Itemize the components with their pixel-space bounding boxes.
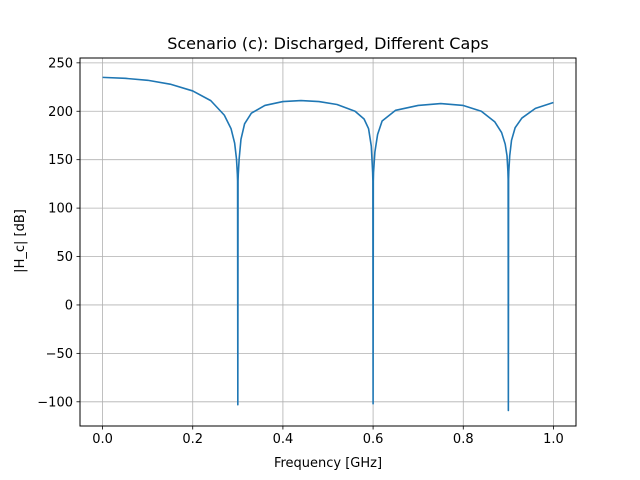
y-tick-label: 250 — [48, 56, 73, 71]
x-tick-label: 0.8 — [453, 432, 474, 447]
y-tick-label: −100 — [37, 395, 73, 410]
y-tick-label: 150 — [48, 153, 73, 168]
x-axis-label: Frequency [GHz] — [274, 456, 382, 471]
y-tick-label: −50 — [46, 347, 73, 362]
y-tick-label: 100 — [48, 202, 73, 217]
y-tick-label: 0 — [65, 298, 73, 313]
y-axis-label: |H_c| [dB] — [13, 209, 28, 273]
grid — [80, 58, 576, 426]
y-tick-label: 200 — [48, 105, 73, 120]
x-tick-label: 0.4 — [273, 432, 294, 447]
y-axis-ticks: −100 −50 0 50 100 150 200 250 — [37, 56, 80, 410]
x-tick-label: 1.0 — [543, 432, 564, 447]
series-line — [102, 76, 554, 412]
x-tick-label: 0.6 — [363, 432, 384, 447]
x-tick-label: 0.0 — [92, 432, 113, 447]
axes-frame — [79, 57, 577, 427]
x-axis-ticks: 0.0 0.2 0.4 0.6 0.8 1.0 — [92, 426, 564, 447]
chart-title: Scenario (c): Discharged, Different Caps — [167, 34, 489, 53]
y-tick-label: 50 — [56, 250, 73, 265]
plot-area — [102, 76, 554, 412]
x-tick-label: 0.2 — [182, 432, 203, 447]
